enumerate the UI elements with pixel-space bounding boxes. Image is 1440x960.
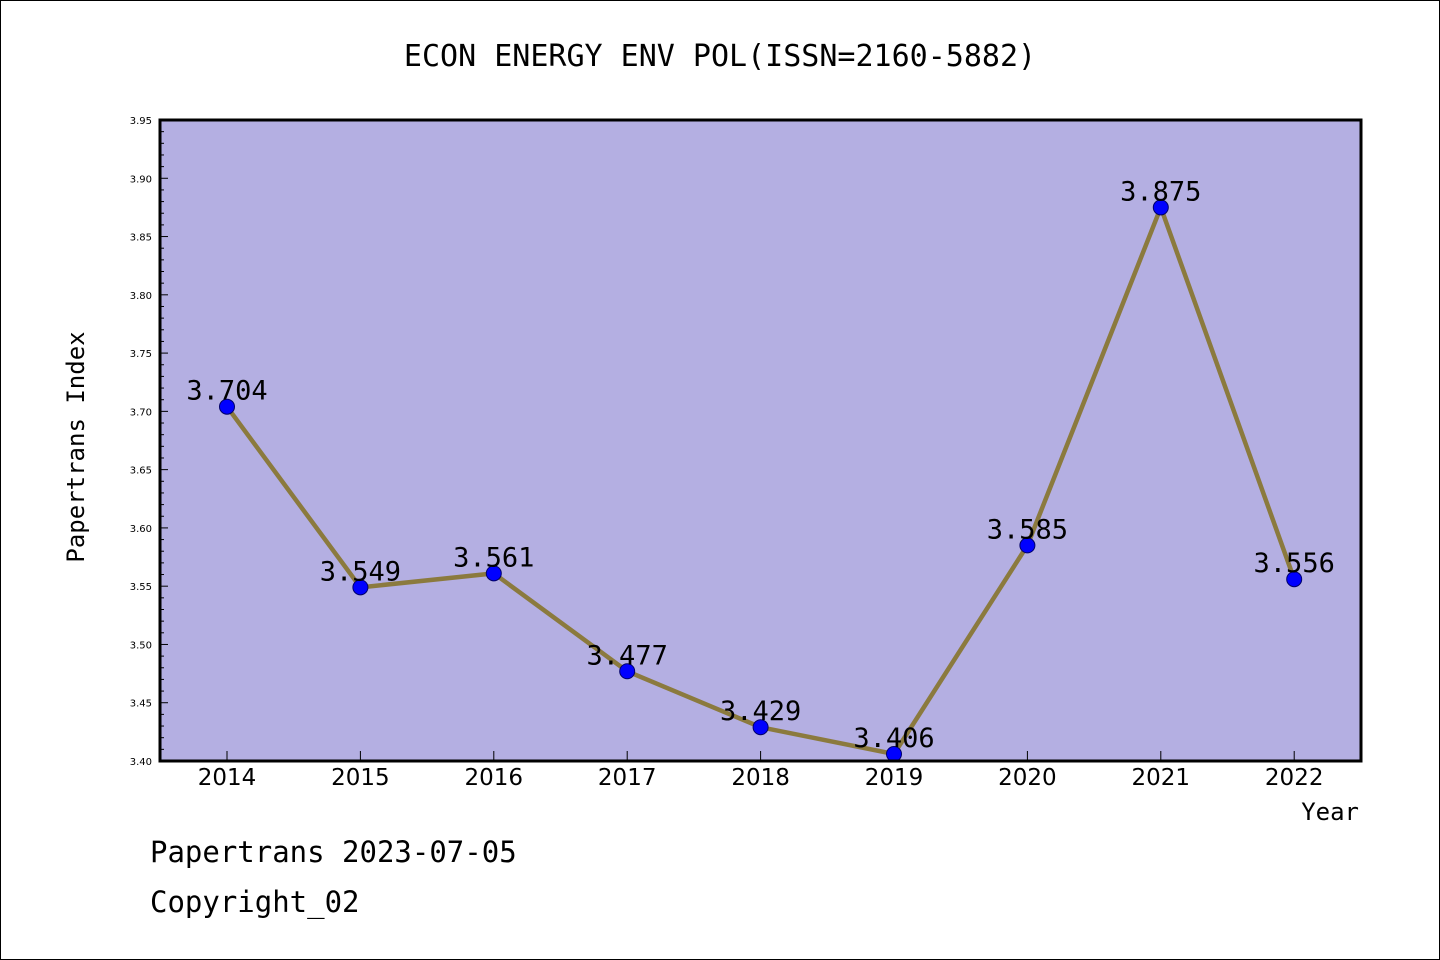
y-tick-label: 3.90 (130, 174, 152, 185)
data-point (752, 719, 769, 736)
data-point (1286, 571, 1303, 588)
plot-area (160, 120, 1361, 761)
data-label: 3.406 (853, 723, 934, 754)
data-label: 3.585 (987, 514, 1068, 545)
data-point (619, 663, 636, 680)
data-point (219, 398, 235, 415)
data-label: 3.704 (186, 376, 267, 407)
x-tick-label: 2014 (198, 765, 257, 791)
y-tick-label: 3.50 (130, 640, 152, 651)
data-point (1152, 199, 1169, 216)
x-tick-label: 2019 (865, 765, 924, 791)
x-axis: 2014 2015 2016 2017 2018 2019 2020 2021 2022 (198, 751, 1324, 791)
chart-title: ECON ENERGY ENV POL(ISSN=2160-5882) (404, 39, 1036, 74)
data-point (485, 565, 502, 582)
data-label: 3.561 (453, 542, 534, 573)
x-tick-label: 2016 (465, 765, 524, 791)
y-tick-label: 3.85 (130, 233, 152, 244)
x-tick-label: 2015 (331, 765, 390, 791)
data-label: 3.429 (720, 696, 801, 727)
x-tick-label: 2022 (1265, 765, 1324, 791)
data-labels: 3.704 3.549 3.561 3.477 3.429 3.406 3.585 3.875… (186, 176, 1334, 754)
y-tick-label: 3.45 (130, 699, 152, 710)
x-tick-label: 2020 (998, 765, 1057, 791)
data-point (1019, 537, 1036, 554)
x-axis-label: Year (1301, 798, 1359, 826)
y-tick-label: 3.75 (130, 349, 152, 360)
footer-date: Papertrans 2023-07-05 (150, 835, 517, 869)
data-label: 3.549 (320, 556, 401, 587)
data-label: 3.875 (1120, 176, 1201, 207)
y-tick-label: 3.80 (130, 291, 152, 302)
y-tick-label: 3.55 (130, 582, 152, 593)
y-tick-label: 3.65 (130, 466, 152, 477)
data-point (352, 579, 369, 596)
data-label: 3.477 (587, 640, 668, 671)
data-label: 3.556 (1254, 548, 1335, 579)
plot-border (158, 118, 1363, 763)
x-tick-label: 2021 (1132, 765, 1191, 791)
y-tick-label: 3.95 (130, 116, 152, 127)
x-tick-label: 2018 (731, 765, 790, 791)
y-tick-label: 3.70 (130, 407, 152, 418)
x-tick-label: 2017 (598, 765, 657, 791)
y-tick-label: 3.40 (130, 757, 152, 768)
footer-copyright: Copyright_02 (150, 885, 360, 919)
y-tick-label: 3.60 (130, 524, 152, 535)
y-axis-label: Papertrans Index (62, 331, 90, 562)
